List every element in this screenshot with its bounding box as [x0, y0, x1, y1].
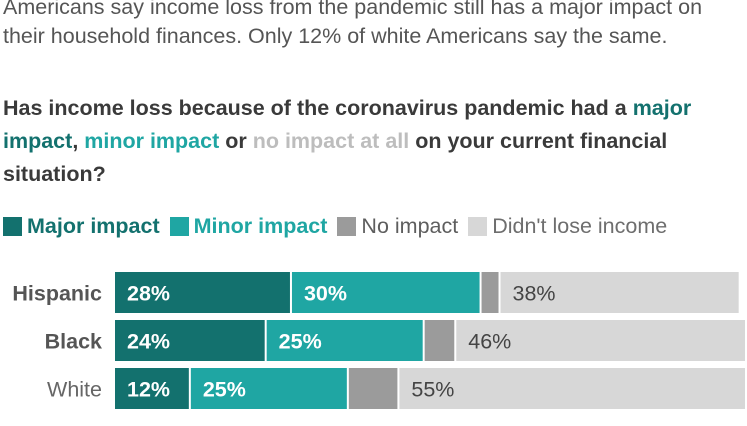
legend-label-no-impact: No impact — [361, 213, 459, 238]
legend-swatch-didnt-lose-income — [468, 216, 488, 236]
bar-segment-hispanic-major-impact — [115, 272, 290, 313]
data-label-white-major-impact: 12% — [127, 378, 170, 402]
chart-legend: Major impact Minor impact No impact Didn… — [3, 211, 677, 241]
legend-label-didnt-lose-income: Didn't lose income — [492, 213, 668, 238]
bar-segment-white-no-impact — [348, 368, 398, 409]
legend-swatch-minor-impact — [169, 216, 189, 236]
legend-label-major-impact: Major impact — [27, 213, 160, 238]
question-no-impact: no impact at all — [252, 129, 410, 153]
legend-item-didnt-lose-income: Didn't lose income — [468, 214, 667, 239]
bar-segment-black-didn-t-lose-income — [456, 320, 745, 361]
legend-item-no-impact: No impact — [337, 214, 458, 239]
question-part1: Has income loss because of the coronavir… — [3, 96, 633, 120]
data-label-white-didn-t-lose-income: 55% — [411, 378, 454, 402]
data-label-white-minor-impact: 25% — [203, 378, 246, 402]
legend-item-minor-impact: Minor impact — [169, 213, 328, 239]
legend-swatch-no-impact — [337, 216, 357, 236]
question-text: Has income loss because of the coronavir… — [3, 92, 747, 191]
question-separator-2: or — [219, 129, 253, 153]
bar-segment-black-minor-impact — [266, 320, 423, 361]
question-major-impact: major impact — [3, 96, 692, 153]
bar-segment-black-no-impact — [424, 320, 455, 361]
bar-segment-hispanic-no-impact — [481, 272, 499, 313]
intro-text: Americans say income loss from the pande… — [3, 0, 703, 48]
bar-segment-hispanic-minor-impact — [291, 272, 480, 313]
data-label-black-didn-t-lose-income: 46% — [468, 330, 511, 354]
data-label-black-minor-impact: 25% — [279, 330, 322, 354]
bar-segment-white-major-impact — [115, 368, 189, 409]
data-label-hispanic-didn-t-lose-income: 38% — [513, 282, 556, 306]
bar-segment-hispanic-didn-t-lose-income — [500, 272, 739, 313]
question-separator-1: , — [72, 129, 85, 153]
question-part2: on your current financial situation? — [3, 129, 668, 186]
data-label-hispanic-minor-impact: 30% — [304, 282, 347, 306]
question-minor-impact: minor impact — [84, 129, 220, 153]
legend-item-major-impact: Major impact — [3, 214, 160, 239]
bar-segment-white-didn-t-lose-income — [399, 368, 745, 409]
category-label-hispanic: Hispanic — [12, 282, 102, 306]
bar-segment-white-minor-impact — [190, 368, 347, 409]
bar-segment-black-major-impact — [115, 320, 265, 361]
legend-swatch-major-impact — [3, 216, 22, 236]
category-label-white: White — [47, 378, 102, 402]
data-label-black-major-impact: 24% — [127, 330, 170, 354]
stacked-bar-chart: Hispanic 28% 30% 38% Black 24% 25% 46% White 12% 2… — [12, 272, 745, 409]
data-label-hispanic-major-impact: 28% — [127, 282, 170, 306]
category-label-black: Black — [45, 330, 102, 354]
legend-label-minor-impact: Minor impact — [193, 213, 328, 238]
